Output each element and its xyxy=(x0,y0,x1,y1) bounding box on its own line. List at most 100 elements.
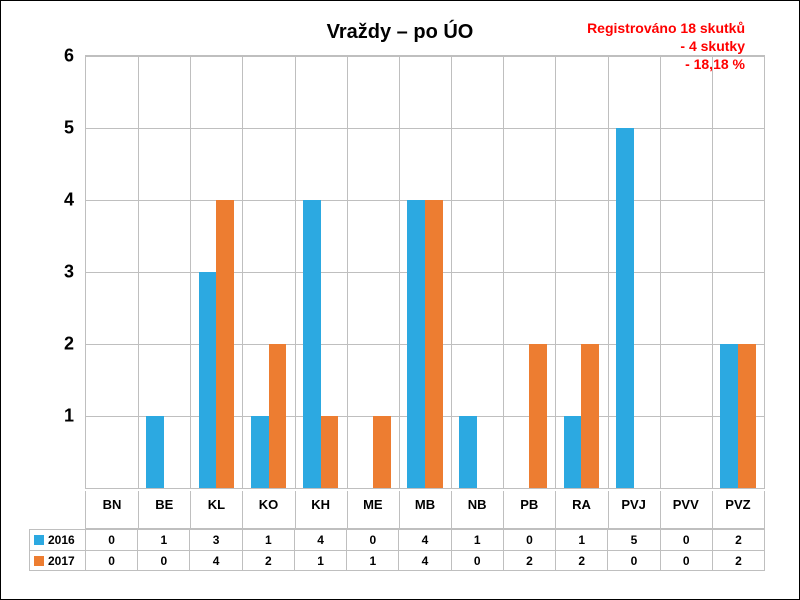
bar xyxy=(216,200,234,488)
data-table-cell: 4 xyxy=(294,530,346,550)
vertical-divider xyxy=(190,491,191,528)
bar-group xyxy=(138,56,190,488)
x-tick-label: PVV xyxy=(673,497,699,512)
data-table-cell: 0 xyxy=(660,551,712,570)
chart-inner: Vraždy – po ÚO Registrováno 18 skutků - … xyxy=(15,15,785,585)
bar-group xyxy=(555,56,607,488)
bar-group xyxy=(712,56,764,488)
data-table-cell: 2 xyxy=(712,530,764,550)
x-tick-label: RA xyxy=(572,497,591,512)
bar xyxy=(269,344,287,488)
data-table-cell: 1 xyxy=(346,551,398,570)
data-table-cell: 2 xyxy=(242,551,294,570)
vertical-divider xyxy=(451,491,452,528)
x-tick-label: PVJ xyxy=(621,497,646,512)
x-tick-label: MB xyxy=(415,497,435,512)
bar xyxy=(373,416,391,488)
x-tick-label: PVZ xyxy=(725,497,750,512)
data-table-cell: 4 xyxy=(398,551,450,570)
vertical-divider xyxy=(555,491,556,528)
bars-container xyxy=(86,56,764,488)
bar xyxy=(459,416,477,488)
bar xyxy=(303,200,321,488)
legend-swatch xyxy=(34,535,44,545)
x-tick-label: BE xyxy=(155,497,173,512)
annotation-line-1: Registrováno 18 skutků xyxy=(587,20,745,36)
x-tick-label: KL xyxy=(208,497,225,512)
bar xyxy=(720,344,738,488)
vertical-divider xyxy=(399,491,400,528)
data-table-series-head: 2017 xyxy=(30,551,86,570)
data-table-cell: 1 xyxy=(242,530,294,550)
data-table-cell: 4 xyxy=(398,530,450,550)
y-tick-label: 4 xyxy=(64,189,86,210)
data-table-cell: 1 xyxy=(294,551,346,570)
data-table-cell: 1 xyxy=(451,530,503,550)
data-table-cell: 2 xyxy=(555,551,607,570)
legend-label: 2016 xyxy=(48,533,75,547)
bar xyxy=(529,344,547,488)
data-table-row: 20170042114022002 xyxy=(30,550,764,570)
bar-group xyxy=(451,56,503,488)
vertical-divider xyxy=(295,491,296,528)
bar-group xyxy=(242,56,294,488)
bar-group xyxy=(608,56,660,488)
bar xyxy=(616,128,634,488)
data-table-cells: 0042114022002 xyxy=(86,551,764,570)
bar-group xyxy=(399,56,451,488)
y-tick-label: 3 xyxy=(64,262,86,283)
x-tick-label: BN xyxy=(103,497,122,512)
annotation-line-2: - 4 skutky xyxy=(587,37,745,55)
vertical-divider xyxy=(712,491,713,528)
x-tick-label: KH xyxy=(311,497,330,512)
bar xyxy=(738,344,756,488)
plot-area: 123456 xyxy=(85,55,765,489)
data-table-cell: 0 xyxy=(503,530,555,550)
data-table-cell: 0 xyxy=(137,551,189,570)
data-table-cell: 0 xyxy=(607,551,659,570)
data-table-series-head: 2016 xyxy=(30,530,86,550)
plot-outer: 123456 xyxy=(85,55,765,489)
data-table-cell: 1 xyxy=(555,530,607,550)
data-table-cell: 0 xyxy=(451,551,503,570)
bar xyxy=(425,200,443,488)
vertical-divider xyxy=(242,491,243,528)
x-tick-row: BN BE KL KO KH ME MB NB PB RA PVJ PVV PVZ xyxy=(85,491,765,529)
bar-group xyxy=(347,56,399,488)
data-table-cell: 4 xyxy=(189,551,241,570)
y-tick-label: 6 xyxy=(64,46,86,67)
bar-group xyxy=(295,56,347,488)
y-tick-label: 2 xyxy=(64,333,86,354)
x-tick-label: KO xyxy=(259,497,279,512)
x-tick-label: ME xyxy=(363,497,383,512)
legend-swatch xyxy=(34,556,44,566)
bar-group xyxy=(86,56,138,488)
bar xyxy=(321,416,339,488)
data-table-cell: 5 xyxy=(607,530,659,550)
bar-group xyxy=(190,56,242,488)
vertical-divider xyxy=(347,491,348,528)
data-table-row: 20160131404101502 xyxy=(30,530,764,550)
data-table-cells: 0131404101502 xyxy=(86,530,764,550)
data-table-cell: 0 xyxy=(86,530,137,550)
vertical-divider xyxy=(608,491,609,528)
bar xyxy=(199,272,217,488)
bar xyxy=(251,416,269,488)
data-table-cell: 1 xyxy=(137,530,189,550)
data-table: 2016013140410150220170042114022002 xyxy=(29,529,765,571)
x-tick-label: PB xyxy=(520,497,538,512)
data-table-cell: 0 xyxy=(346,530,398,550)
chart-frame: Vraždy – po ÚO Registrováno 18 skutků - … xyxy=(0,0,800,600)
data-table-cell: 2 xyxy=(712,551,764,570)
vertical-divider xyxy=(660,491,661,528)
data-table-cell: 0 xyxy=(660,530,712,550)
bar xyxy=(581,344,599,488)
y-tick-label: 1 xyxy=(64,406,86,427)
vertical-divider xyxy=(138,491,139,528)
bar-group xyxy=(503,56,555,488)
vertical-divider xyxy=(503,491,504,528)
x-tick-label: NB xyxy=(468,497,487,512)
data-table-cell: 3 xyxy=(189,530,241,550)
y-tick-label: 5 xyxy=(64,117,86,138)
data-table-cell: 0 xyxy=(86,551,137,570)
